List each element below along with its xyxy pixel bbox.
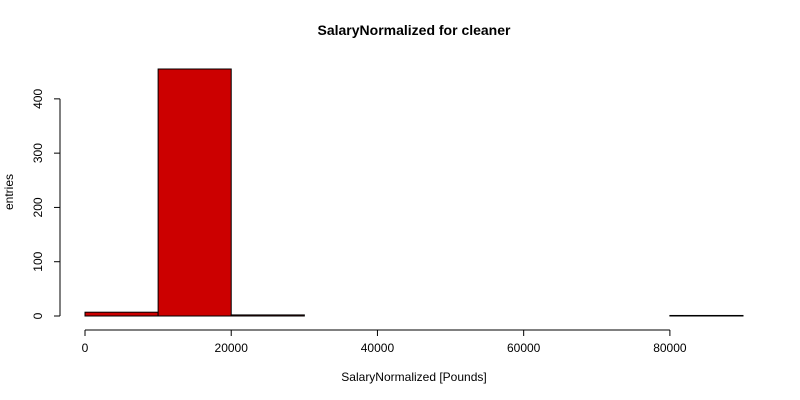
y-tick-label-4: 400 (31, 89, 45, 109)
x-tick-label-3: 60000 (507, 341, 541, 355)
histogram-bar-1 (157, 68, 232, 317)
histogram-bar-0 (84, 311, 159, 317)
y-tick-label-3: 300 (31, 143, 45, 163)
x-tick-label-2: 40000 (361, 341, 395, 355)
x-axis-label: SalaryNormalized [Pounds] (341, 370, 486, 384)
chart-title: SalaryNormalized for cleaner (318, 22, 512, 38)
histogram-bars (84, 68, 744, 317)
histogram-bar-2 (230, 314, 305, 317)
x-tick-label-4: 80000 (653, 341, 687, 355)
histogram-bar-8 (669, 314, 744, 317)
y-axis-label: entries (2, 174, 16, 210)
y-tick-label-2: 200 (31, 197, 45, 217)
y-axis: 0 100 200 300 400 (31, 89, 61, 319)
y-tick-label-0: 0 (31, 312, 45, 319)
x-tick-label-0: 0 (82, 341, 89, 355)
x-axis: 0 20000 40000 60000 80000 (82, 329, 687, 355)
x-tick-label-1: 20000 (215, 341, 249, 355)
y-tick-label-1: 100 (31, 251, 45, 271)
